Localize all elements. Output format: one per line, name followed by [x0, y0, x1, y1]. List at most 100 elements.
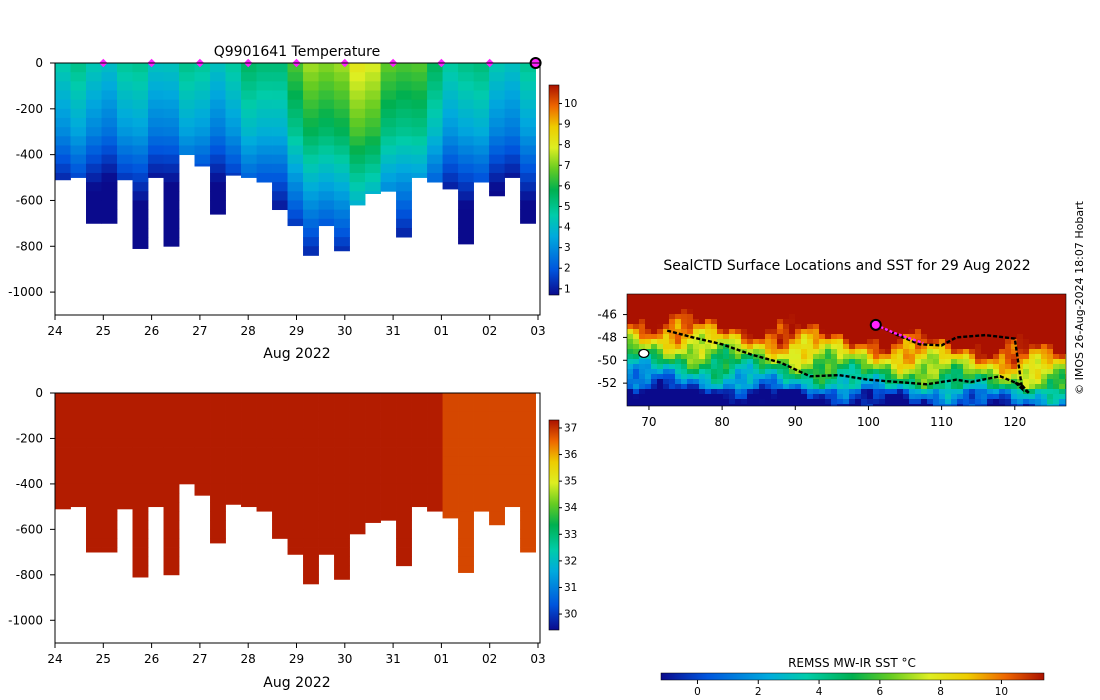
sst-cell	[741, 384, 748, 390]
profile-cell	[520, 502, 536, 512]
profile-cell	[334, 172, 350, 183]
sst-cell	[1053, 359, 1060, 365]
sst-cell	[771, 379, 778, 385]
profile-cell	[520, 163, 536, 174]
sst-cell	[981, 339, 988, 345]
sst-cell	[747, 399, 754, 405]
sst-cell	[867, 384, 874, 390]
sst-field	[627, 294, 1066, 406]
sst-cell	[987, 389, 994, 395]
sst-cell	[723, 294, 730, 300]
sst-cell	[891, 334, 898, 340]
sst-cell	[711, 389, 718, 395]
profile-cell	[504, 502, 521, 508]
profile-cell	[163, 145, 180, 156]
sst-cell	[963, 324, 970, 330]
sst-cell	[831, 349, 838, 355]
profile-cell	[55, 145, 71, 156]
sst-cell	[897, 339, 904, 345]
sst-cell	[909, 364, 916, 370]
profile-cell	[287, 420, 304, 430]
sst-cell	[825, 299, 832, 305]
profile-cell	[411, 117, 428, 128]
sst-cell	[861, 339, 868, 345]
sst-cell	[753, 324, 760, 330]
sst-cell	[795, 329, 802, 335]
profile-cell	[504, 447, 521, 458]
sst-cell	[675, 314, 682, 320]
sst-cell	[951, 299, 958, 305]
sst-cell	[765, 359, 772, 365]
sst-cell	[1035, 319, 1042, 325]
sst-cell	[981, 384, 988, 390]
sst-cell	[717, 314, 724, 320]
sst-cell	[759, 404, 766, 406]
profile-cell	[194, 465, 211, 476]
sst-cell	[915, 299, 922, 305]
sst-cell	[633, 384, 640, 390]
sst-cell	[831, 364, 838, 370]
map-x-tick-label: 120	[1003, 415, 1026, 429]
sst-cell	[711, 294, 718, 300]
sst-cell	[963, 344, 970, 350]
sst-cell	[969, 339, 976, 345]
profile-cell	[334, 411, 350, 421]
profile-cell	[179, 63, 195, 73]
profile-cell	[148, 493, 164, 503]
sst-cell	[951, 359, 958, 365]
sst-cell	[897, 344, 904, 350]
sst-cell	[801, 399, 808, 405]
sst-cell	[921, 379, 928, 385]
sst-cell	[729, 349, 736, 355]
profile-cell	[365, 483, 381, 494]
profile-cell	[194, 393, 211, 403]
sst-cell	[861, 294, 868, 300]
sst-cell	[849, 394, 856, 400]
profile-cell	[287, 393, 304, 403]
sst-cell	[903, 304, 910, 310]
profile-cell	[55, 99, 71, 110]
profile-cell	[179, 438, 195, 448]
profile-cell	[349, 456, 366, 467]
sst-cell	[687, 334, 694, 340]
sst-cell	[861, 379, 868, 385]
profile-cell	[396, 200, 412, 211]
sst-cell	[633, 354, 640, 360]
profile-cell	[132, 465, 149, 476]
sst-cell	[663, 379, 670, 385]
sst-cell	[957, 309, 964, 315]
profile-cell	[117, 127, 133, 137]
sst-cell	[723, 369, 730, 375]
sst-cell	[687, 304, 694, 310]
sst-cell	[753, 314, 760, 320]
sst-cell	[759, 394, 766, 400]
sst-cell	[639, 384, 646, 390]
profile-cell	[287, 218, 304, 227]
profile-cell	[163, 218, 180, 229]
sst-cell	[729, 354, 736, 360]
sst-cell	[651, 404, 658, 406]
sst-cell	[927, 314, 934, 320]
profile-cell	[396, 538, 412, 548]
profile-cell	[210, 63, 226, 73]
sst-cell	[915, 319, 922, 325]
sst-cell	[927, 384, 934, 390]
sst-cell	[795, 314, 802, 320]
sst-cell	[831, 339, 838, 345]
sst-cell	[1047, 344, 1054, 350]
sst-cell	[939, 294, 946, 300]
sst-cell	[1047, 319, 1054, 325]
sst-cell	[1053, 369, 1060, 375]
profile-cell	[303, 474, 319, 485]
profile-cell	[132, 108, 149, 119]
profile-cell	[318, 456, 335, 467]
profile-cell	[241, 154, 257, 165]
profile-cell	[86, 493, 102, 503]
sst-cell	[693, 324, 700, 330]
profile-cell	[132, 154, 149, 165]
sst-cell	[1065, 294, 1066, 300]
profile-cell	[458, 63, 474, 73]
sst-cell	[1029, 369, 1036, 375]
sst-cell	[867, 294, 874, 300]
sst-cell	[675, 329, 682, 335]
